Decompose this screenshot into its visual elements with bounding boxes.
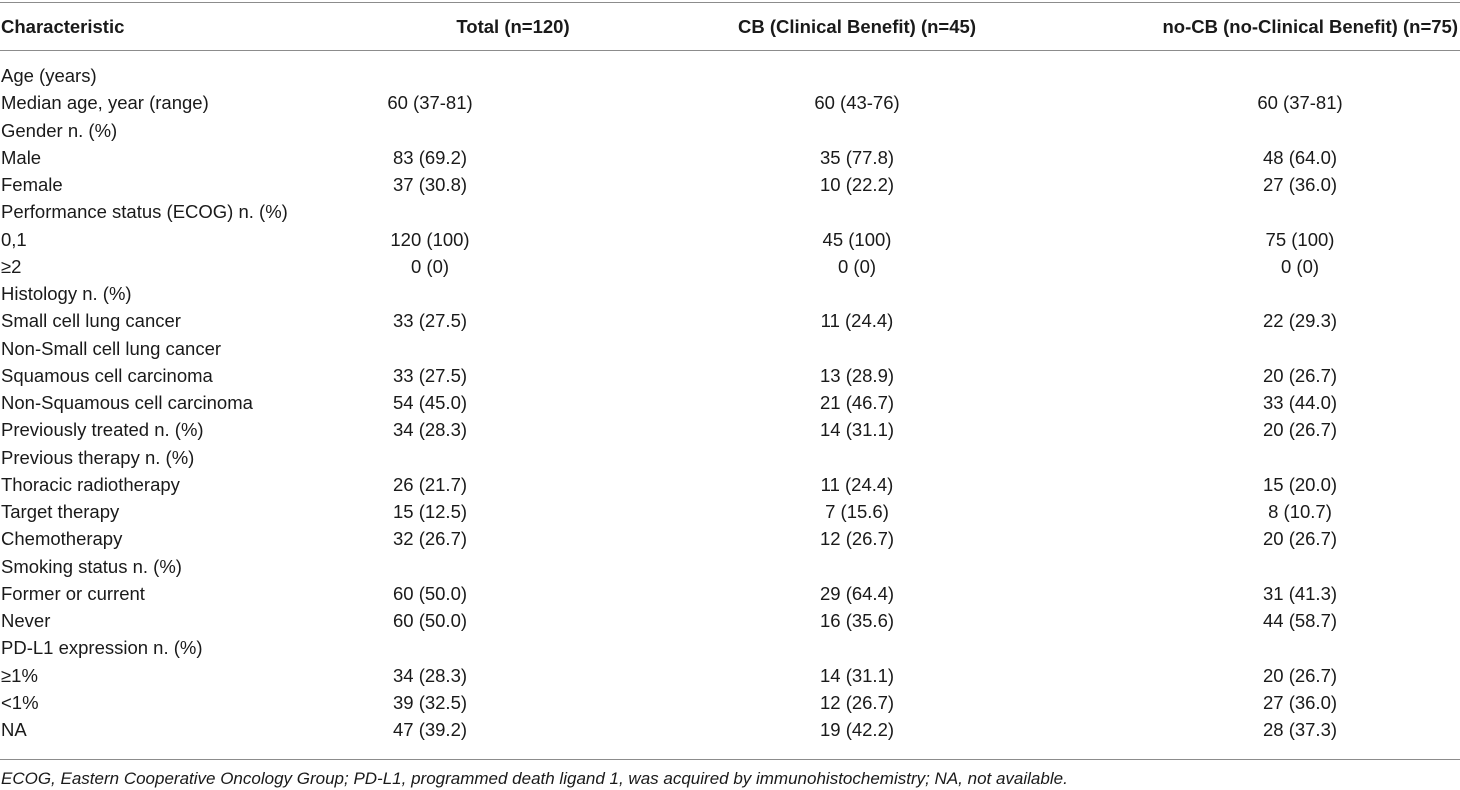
row-label: Chemotherapy [1, 528, 123, 550]
row-label: Histology n. (%) [1, 283, 132, 304]
row-label: <1% [1, 691, 39, 713]
row-label: Male [1, 146, 42, 168]
row-label: Non-Small cell lung cancer [1, 337, 222, 359]
row-label: Female [1, 174, 63, 195]
row-label: Previously treated n. (%) [1, 419, 204, 441]
row-label: Squamous cell carcinoma [1, 364, 213, 386]
row-label: Thoracic radiotherapy [1, 473, 180, 495]
row-label: Former or current [1, 582, 145, 604]
row-label: Median age, year (range) [1, 92, 209, 114]
row-label: Gender n. (%) [1, 119, 118, 141]
row-label: ≥2 [1, 255, 22, 277]
bottom-rule [0, 759, 1460, 760]
row-label: Smoking status n. (%) [1, 555, 182, 577]
table-footnote: ECOG, Eastern Cooperative Oncology Group… [1, 769, 1068, 788]
row-label: NA [1, 719, 27, 740]
row-label: Target therapy [1, 501, 120, 522]
header-rule [0, 50, 1460, 51]
row-label: Small cell lung cancer [1, 310, 181, 332]
row-label: PD-L1 expression n. (%) [1, 637, 203, 659]
header-characteristic: Characteristic [1, 16, 125, 37]
top-rule [0, 2, 1460, 3]
row-label: Non-Squamous cell carcinoma [1, 392, 253, 413]
row-label: 0,1 [1, 228, 27, 250]
row-label: Never [1, 610, 51, 631]
row-label: Previous therapy n. (%) [1, 446, 195, 468]
row-label: ≥1% [1, 664, 38, 686]
row-label: Age (years) [1, 65, 97, 86]
row-label: Performance status (ECOG) n. (%) [1, 201, 288, 223]
